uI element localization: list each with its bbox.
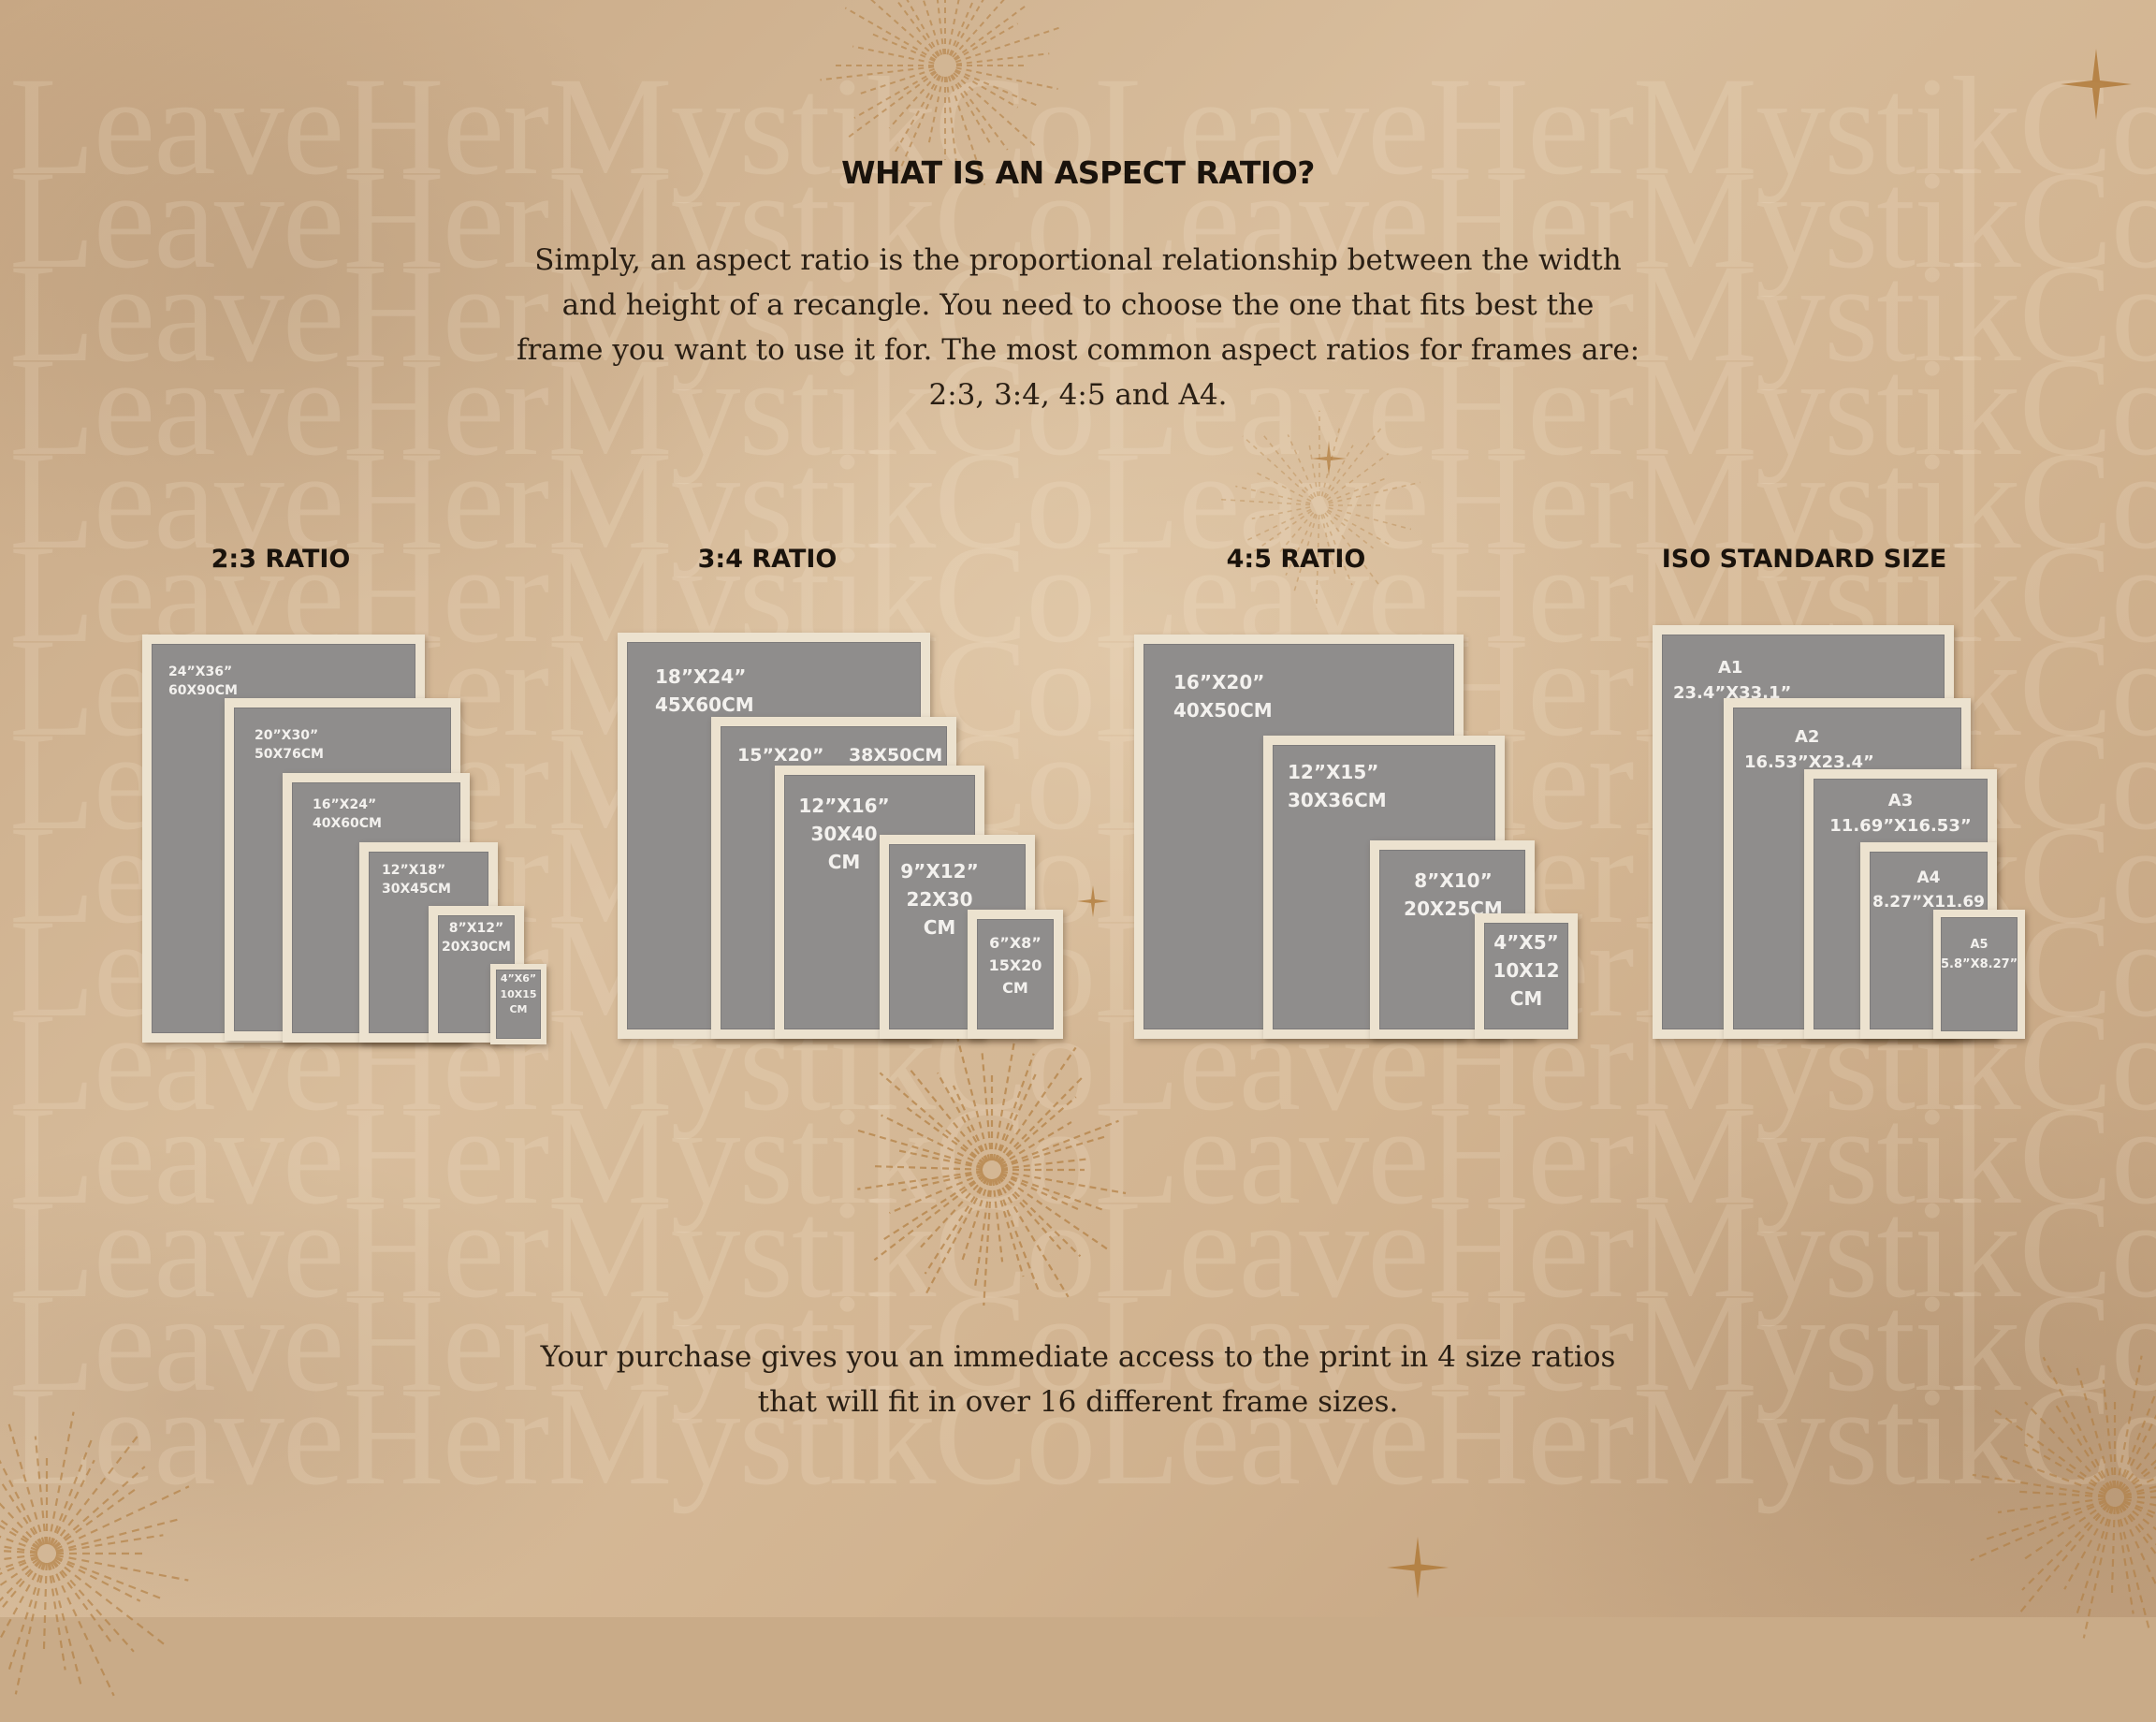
frame-size-label: 12”X15”30X36CM xyxy=(1288,758,1387,814)
sparkle-burst-bottom-left-icon xyxy=(0,1385,215,1722)
ratio-label-iso: ISO STANDARD SIZE xyxy=(1662,545,1947,574)
intro-line: and height of a recangle. You need to ch… xyxy=(517,283,1639,328)
star-icon xyxy=(1385,1535,1450,1600)
intro-line: Simply, an aspect ratio is the proportio… xyxy=(517,238,1639,283)
sparkle-burst-bottom-right-icon xyxy=(1946,1329,2156,1666)
footer-line: Your purchase gives you an immediate acc… xyxy=(517,1335,1639,1379)
ratio-label-2-3: 2:3 RATIO xyxy=(211,545,351,574)
star-icon xyxy=(1310,440,1348,477)
ratio-label-3-4: 3:4 RATIO xyxy=(698,545,838,574)
footer-paragraph: Your purchase gives you an immediate acc… xyxy=(517,1335,1639,1424)
frame-size-label: 16”X20”40X50CM xyxy=(1173,668,1273,724)
frame-size-label: 24”X36”60X90CM xyxy=(168,663,238,701)
frame-size-label: 18”X24”45X60CM xyxy=(655,663,754,719)
frame-size-label: 20”X30”50X76CM xyxy=(255,726,324,765)
ratio-label-4-5: 4:5 RATIO xyxy=(1227,545,1366,574)
intro-line: frame you want to use it for. The most c… xyxy=(517,328,1639,372)
star-icon xyxy=(1076,884,1110,918)
star-icon xyxy=(2059,47,2134,122)
sparkle-burst-center-icon xyxy=(833,1011,1151,1329)
frame-size-label: 8”X12”20X30CM xyxy=(440,919,513,957)
footer-line: that will fit in over 16 different frame… xyxy=(517,1379,1639,1424)
page-title: WHAT IS AN ASPECT RATIO? xyxy=(0,154,2156,191)
frame-size-label: 16”X24”40X60CM xyxy=(313,795,382,834)
frame-size-label: 12”X18”30X45CM xyxy=(382,861,451,899)
intro-paragraph: Simply, an aspect ratio is the proportio… xyxy=(517,238,1639,417)
intro-line: 2:3, 3:4, 4:5 and A4. xyxy=(517,372,1639,417)
sparkle-burst-mid-icon xyxy=(1207,393,1432,618)
